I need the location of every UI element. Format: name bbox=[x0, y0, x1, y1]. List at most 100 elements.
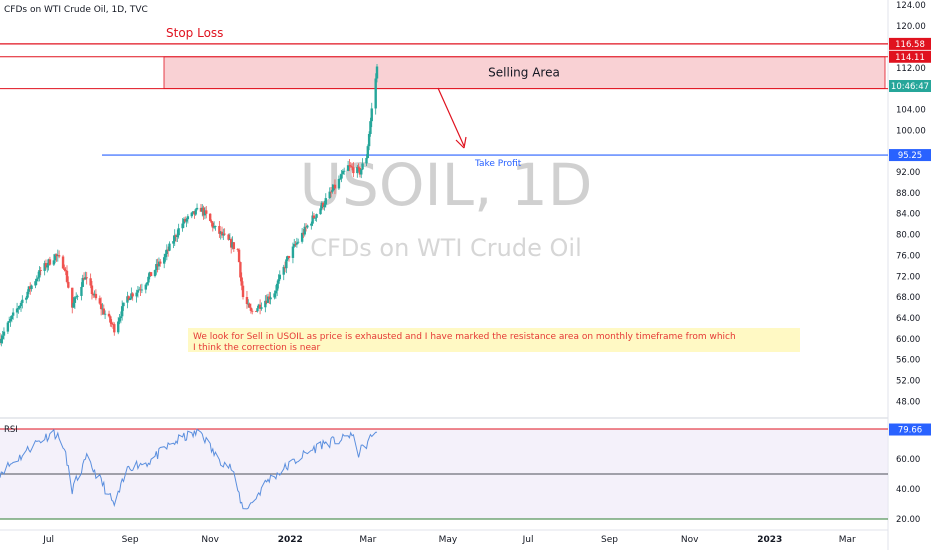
candle-body bbox=[366, 146, 370, 158]
chart-title: CFDs on WTI Crude Oil, 1D, TVC bbox=[4, 5, 148, 15]
candle-body bbox=[358, 167, 362, 175]
candle-body bbox=[247, 303, 250, 305]
candle-body bbox=[367, 134, 371, 147]
candle-body bbox=[46, 265, 49, 268]
candle-body bbox=[356, 166, 359, 174]
candle-body bbox=[27, 286, 31, 292]
candle-body bbox=[269, 297, 272, 300]
candle-body bbox=[214, 225, 217, 227]
candle-body bbox=[241, 285, 245, 298]
selling-area-label: Selling Area bbox=[488, 66, 560, 80]
rsi-title: RSI bbox=[4, 425, 18, 435]
candle-body bbox=[131, 293, 134, 297]
candle-body bbox=[265, 300, 268, 303]
candle-body bbox=[84, 277, 87, 280]
candle-body bbox=[229, 239, 233, 248]
price-label-box bbox=[889, 80, 931, 93]
stop-loss-label: Stop Loss bbox=[166, 26, 223, 40]
note-text-line: We look for Sell in USOIL as price is ex… bbox=[193, 332, 736, 342]
price-label-box bbox=[889, 149, 931, 162]
candle-body bbox=[222, 233, 225, 236]
candle-body bbox=[275, 283, 279, 291]
candle-body bbox=[72, 302, 75, 308]
time-tick-label: May bbox=[439, 535, 458, 545]
candle-body bbox=[333, 184, 337, 189]
watermark-symbol: USOIL, 1D bbox=[300, 151, 593, 219]
candle-body bbox=[277, 279, 280, 284]
price-tick-label: 92.00 bbox=[896, 168, 920, 178]
candle-body bbox=[268, 296, 271, 300]
candle-body bbox=[314, 217, 317, 219]
candle-body bbox=[1, 335, 4, 339]
candle-body bbox=[165, 249, 169, 255]
candle-body bbox=[195, 207, 199, 210]
candle-body bbox=[149, 272, 153, 277]
candle-body bbox=[321, 202, 325, 208]
price-tick-label: 64.00 bbox=[896, 314, 920, 324]
candle-body bbox=[350, 166, 354, 168]
candle-body bbox=[340, 174, 343, 179]
candle-body bbox=[73, 297, 77, 303]
price-tick-label: 84.00 bbox=[896, 210, 920, 220]
candle-body bbox=[139, 289, 142, 291]
candle-body bbox=[90, 285, 94, 294]
candle-body bbox=[260, 307, 263, 309]
candle-body bbox=[304, 226, 308, 228]
candle-body bbox=[35, 278, 38, 282]
candle-body bbox=[349, 165, 352, 167]
note-box: We look for Sell in USOIL as price is ex… bbox=[188, 328, 800, 353]
candle-body bbox=[220, 231, 224, 236]
candle-body bbox=[323, 204, 326, 208]
candle-body bbox=[65, 270, 69, 282]
rsi-tick-label: 20.00 bbox=[896, 515, 920, 525]
candle-body bbox=[360, 169, 363, 175]
candle-body bbox=[135, 292, 138, 297]
candle-body bbox=[300, 232, 304, 242]
rsi-line bbox=[0, 428, 377, 510]
candles-group bbox=[0, 63, 379, 347]
candle-body bbox=[126, 296, 129, 303]
price-label-box bbox=[889, 37, 931, 50]
candle-body bbox=[15, 308, 19, 313]
candle-body bbox=[2, 331, 6, 336]
candle-body bbox=[34, 281, 37, 286]
candle-body bbox=[223, 233, 226, 235]
candle-body bbox=[44, 263, 48, 268]
candle-body bbox=[257, 304, 260, 309]
candle-body bbox=[228, 239, 232, 240]
candle-body bbox=[64, 269, 67, 271]
candle-body bbox=[240, 277, 243, 286]
candle-body bbox=[30, 285, 33, 290]
candle-body bbox=[89, 278, 92, 286]
candle-body bbox=[310, 223, 313, 226]
candle-body bbox=[182, 218, 186, 224]
candle-body bbox=[329, 191, 333, 193]
candle-body bbox=[342, 170, 346, 172]
watermark-name: CFDs on WTI Crude Oil bbox=[310, 234, 582, 262]
candle-body bbox=[157, 261, 161, 267]
arrow-shaft bbox=[437, 87, 465, 147]
candle-body bbox=[278, 274, 281, 280]
candle-body bbox=[61, 256, 65, 269]
candle-body bbox=[81, 277, 84, 287]
candle-body bbox=[311, 215, 314, 224]
candle-body bbox=[306, 225, 309, 228]
candle-body bbox=[120, 306, 124, 317]
candle-body bbox=[375, 66, 379, 79]
time-tick-label: 2023 bbox=[757, 535, 782, 545]
candle-body bbox=[212, 226, 216, 228]
rsi-value-box bbox=[889, 423, 931, 436]
candle-body bbox=[0, 338, 3, 343]
candle-body bbox=[18, 306, 21, 308]
candle-body bbox=[85, 277, 88, 279]
time-tick-label: Jul bbox=[42, 535, 54, 545]
candle-body bbox=[337, 178, 341, 189]
candle-body bbox=[365, 157, 368, 164]
candle-body bbox=[111, 324, 115, 325]
candle-body bbox=[295, 242, 299, 245]
time-tick-label: Mar bbox=[839, 535, 856, 545]
candle-body bbox=[113, 324, 116, 333]
candle-body bbox=[176, 235, 179, 238]
candle-body bbox=[166, 249, 170, 251]
